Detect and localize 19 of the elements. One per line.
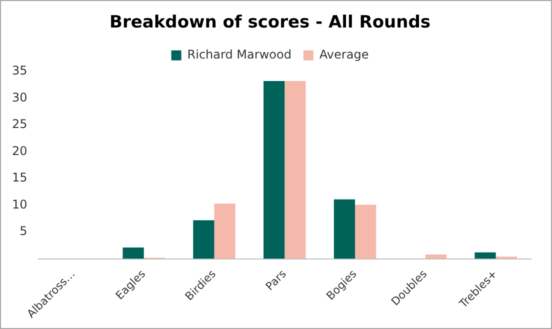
legend-label: Average — [319, 48, 369, 62]
bar — [264, 81, 285, 259]
y-tick-label: 10 — [12, 197, 28, 212]
legend-label: Richard Marwood — [187, 48, 292, 62]
y-tick-label: 20 — [12, 144, 28, 158]
bar — [334, 199, 356, 259]
bar — [425, 254, 447, 259]
bar — [474, 252, 496, 259]
bar — [122, 248, 144, 259]
bar — [193, 220, 214, 259]
bar — [355, 204, 376, 259]
y-tick-label: 15 — [12, 170, 28, 185]
bar — [214, 204, 236, 259]
bar — [284, 81, 306, 259]
y-tick-label: 35 — [12, 64, 28, 78]
chart-title: Breakdown of scores - All Rounds — [109, 12, 431, 33]
y-tick-label: 30 — [12, 90, 28, 104]
y-tick-label: 25 — [12, 117, 28, 132]
y-tick-label: 5 — [20, 224, 28, 238]
